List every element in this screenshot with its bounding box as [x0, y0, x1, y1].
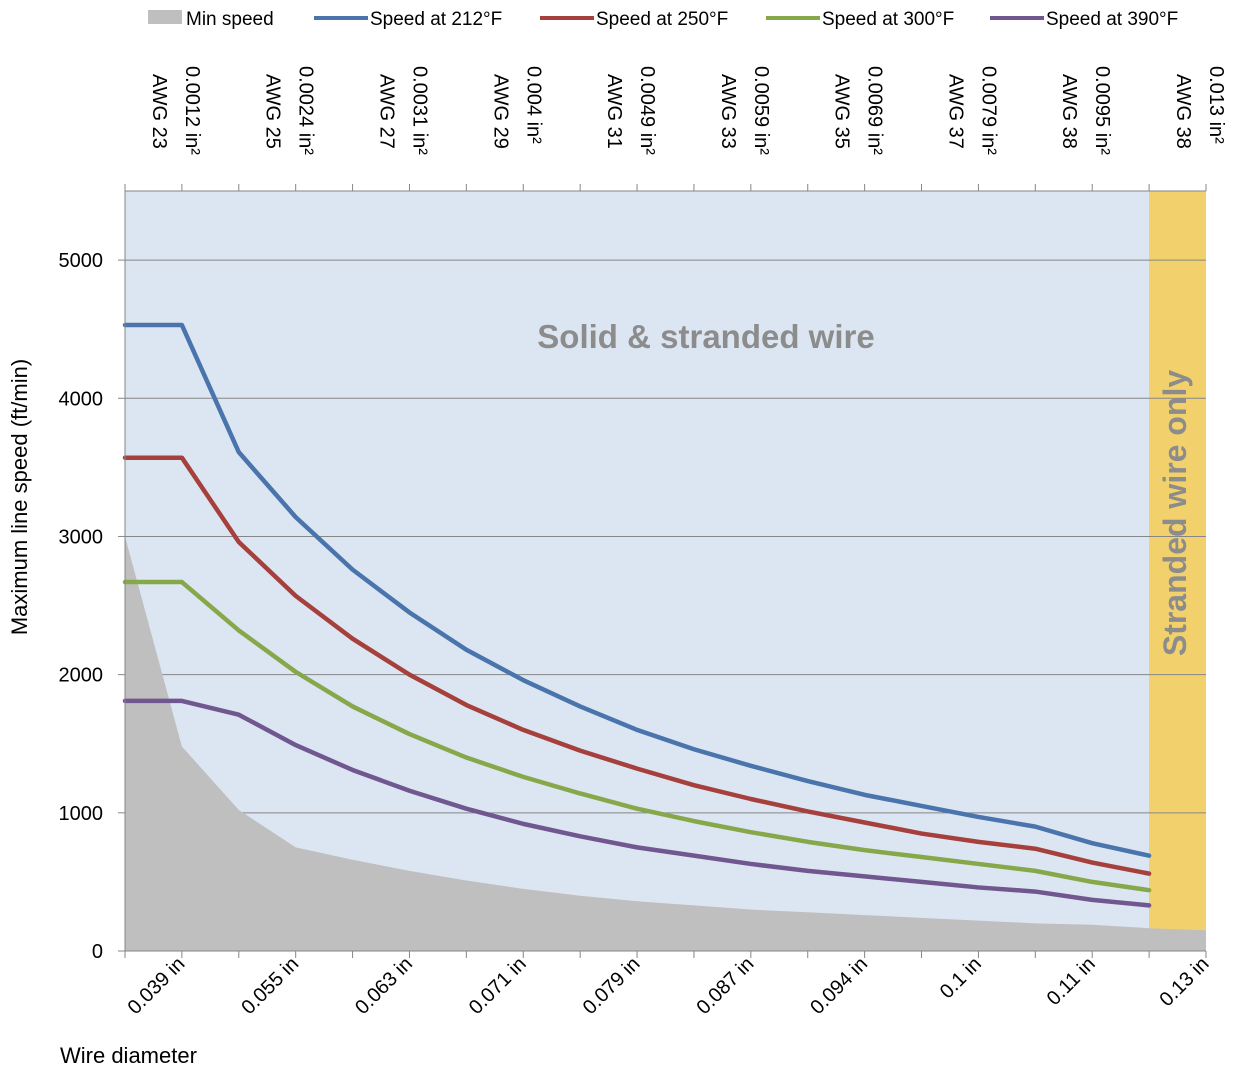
series-line-3 — [122, 698, 1152, 908]
x-axis-title: Wire diameter — [60, 1043, 197, 1068]
top-tick-gauge-label: AWG 33 — [717, 74, 739, 149]
top-tick-area-label: 0.0069 in² — [864, 66, 886, 155]
solid-stranded-label: Solid & stranded wire — [537, 318, 874, 355]
y-tick-labels: 0 1000 2000 3000 4000 5000 — [59, 250, 104, 963]
top-tick-area-label: 0.0095 in² — [1091, 66, 1113, 155]
x-tick-label: 0.1 in — [936, 953, 986, 1003]
gridlines — [125, 259, 1206, 814]
legend-label-series-2: Speed at 300°F — [822, 9, 954, 30]
y-tick-label: 1000 — [59, 803, 104, 825]
series-line-0 — [122, 322, 1152, 858]
y-tick-label: 3000 — [59, 526, 104, 548]
series-line-2 — [122, 579, 1152, 893]
x-tick-label: 0.087 in — [692, 953, 758, 1019]
y-tick-label: 4000 — [59, 388, 104, 410]
top-tick-gauge-label: AWG 38 — [1058, 74, 1080, 149]
top-tick-area-label: 0.0031 in² — [408, 66, 430, 155]
legend-swatch-min-speed — [148, 10, 182, 24]
legend-label-min-speed: Min speed — [186, 9, 274, 30]
top-tick-labels: 0.0012 in² AWG 23 0.0024 in² AWG 25 0.0031 i… — [148, 66, 1227, 155]
axes — [118, 184, 1207, 958]
top-tick-gauge-label: AWG 27 — [375, 74, 397, 149]
stranded-only-label: Stranded wire only — [1157, 370, 1193, 656]
stranded-only-region — [1149, 191, 1206, 951]
top-tick-area-label: 0.0024 in² — [295, 66, 317, 155]
legend: Min speed Speed at 212°F Speed at 250°F … — [148, 9, 1178, 30]
min-speed-area — [125, 536, 1206, 951]
x-tick-labels: 0.039 in 0.055 in 0.063 in 0.071 in 0.079 in… — [124, 953, 1214, 1019]
min-speed-area-layer — [125, 536, 1206, 951]
top-tick-gauge-label: AWG 37 — [944, 74, 966, 149]
series-line-1 — [122, 455, 1152, 876]
top-tick-area-label: 0.0079 in² — [977, 66, 999, 155]
x-tick-label: 0.063 in — [351, 953, 417, 1019]
top-tick-area-label: 0.0049 in² — [636, 66, 658, 155]
x-tick-label: 0.039 in — [124, 953, 190, 1019]
solid-stranded-region — [125, 191, 1149, 951]
legend-label-series-3: Speed at 390°F — [1046, 9, 1178, 30]
y-tick-label: 5000 — [59, 250, 104, 272]
y-tick-label: 2000 — [59, 665, 104, 687]
top-tick-gauge-label: AWG 35 — [831, 74, 853, 149]
y-tick-label: 0 — [92, 941, 103, 963]
x-tick-label: 0.13 in — [1156, 953, 1214, 1011]
top-tick-area-label: 0.0059 in² — [750, 66, 772, 155]
series-lines-layer — [122, 322, 1152, 908]
x-tick-label: 0.11 in — [1043, 953, 1100, 1010]
legend-label-series-0: Speed at 212°F — [370, 9, 502, 30]
top-tick-area-label: 0.013 in² — [1205, 66, 1227, 144]
top-tick-gauge-label: AWG 38 — [1172, 74, 1194, 149]
top-tick-gauge-label: AWG 25 — [262, 74, 284, 149]
top-tick-area-label: 0.0012 in² — [181, 66, 203, 155]
top-tick-gauge-label: AWG 23 — [148, 74, 170, 149]
legend-label-series-1: Speed at 250°F — [596, 9, 728, 30]
x-tick-label: 0.071 in — [465, 953, 531, 1019]
top-tick-gauge-label: AWG 31 — [603, 74, 625, 149]
top-tick-area-label: 0.004 in² — [522, 66, 544, 144]
x-tick-label: 0.079 in — [579, 953, 645, 1019]
top-tick-gauge-label: AWG 29 — [489, 74, 511, 149]
x-tick-label: 0.094 in — [806, 953, 872, 1019]
y-axis-title: Maximum line speed (ft/min) — [7, 359, 32, 635]
x-tick-label: 0.055 in — [237, 953, 303, 1019]
